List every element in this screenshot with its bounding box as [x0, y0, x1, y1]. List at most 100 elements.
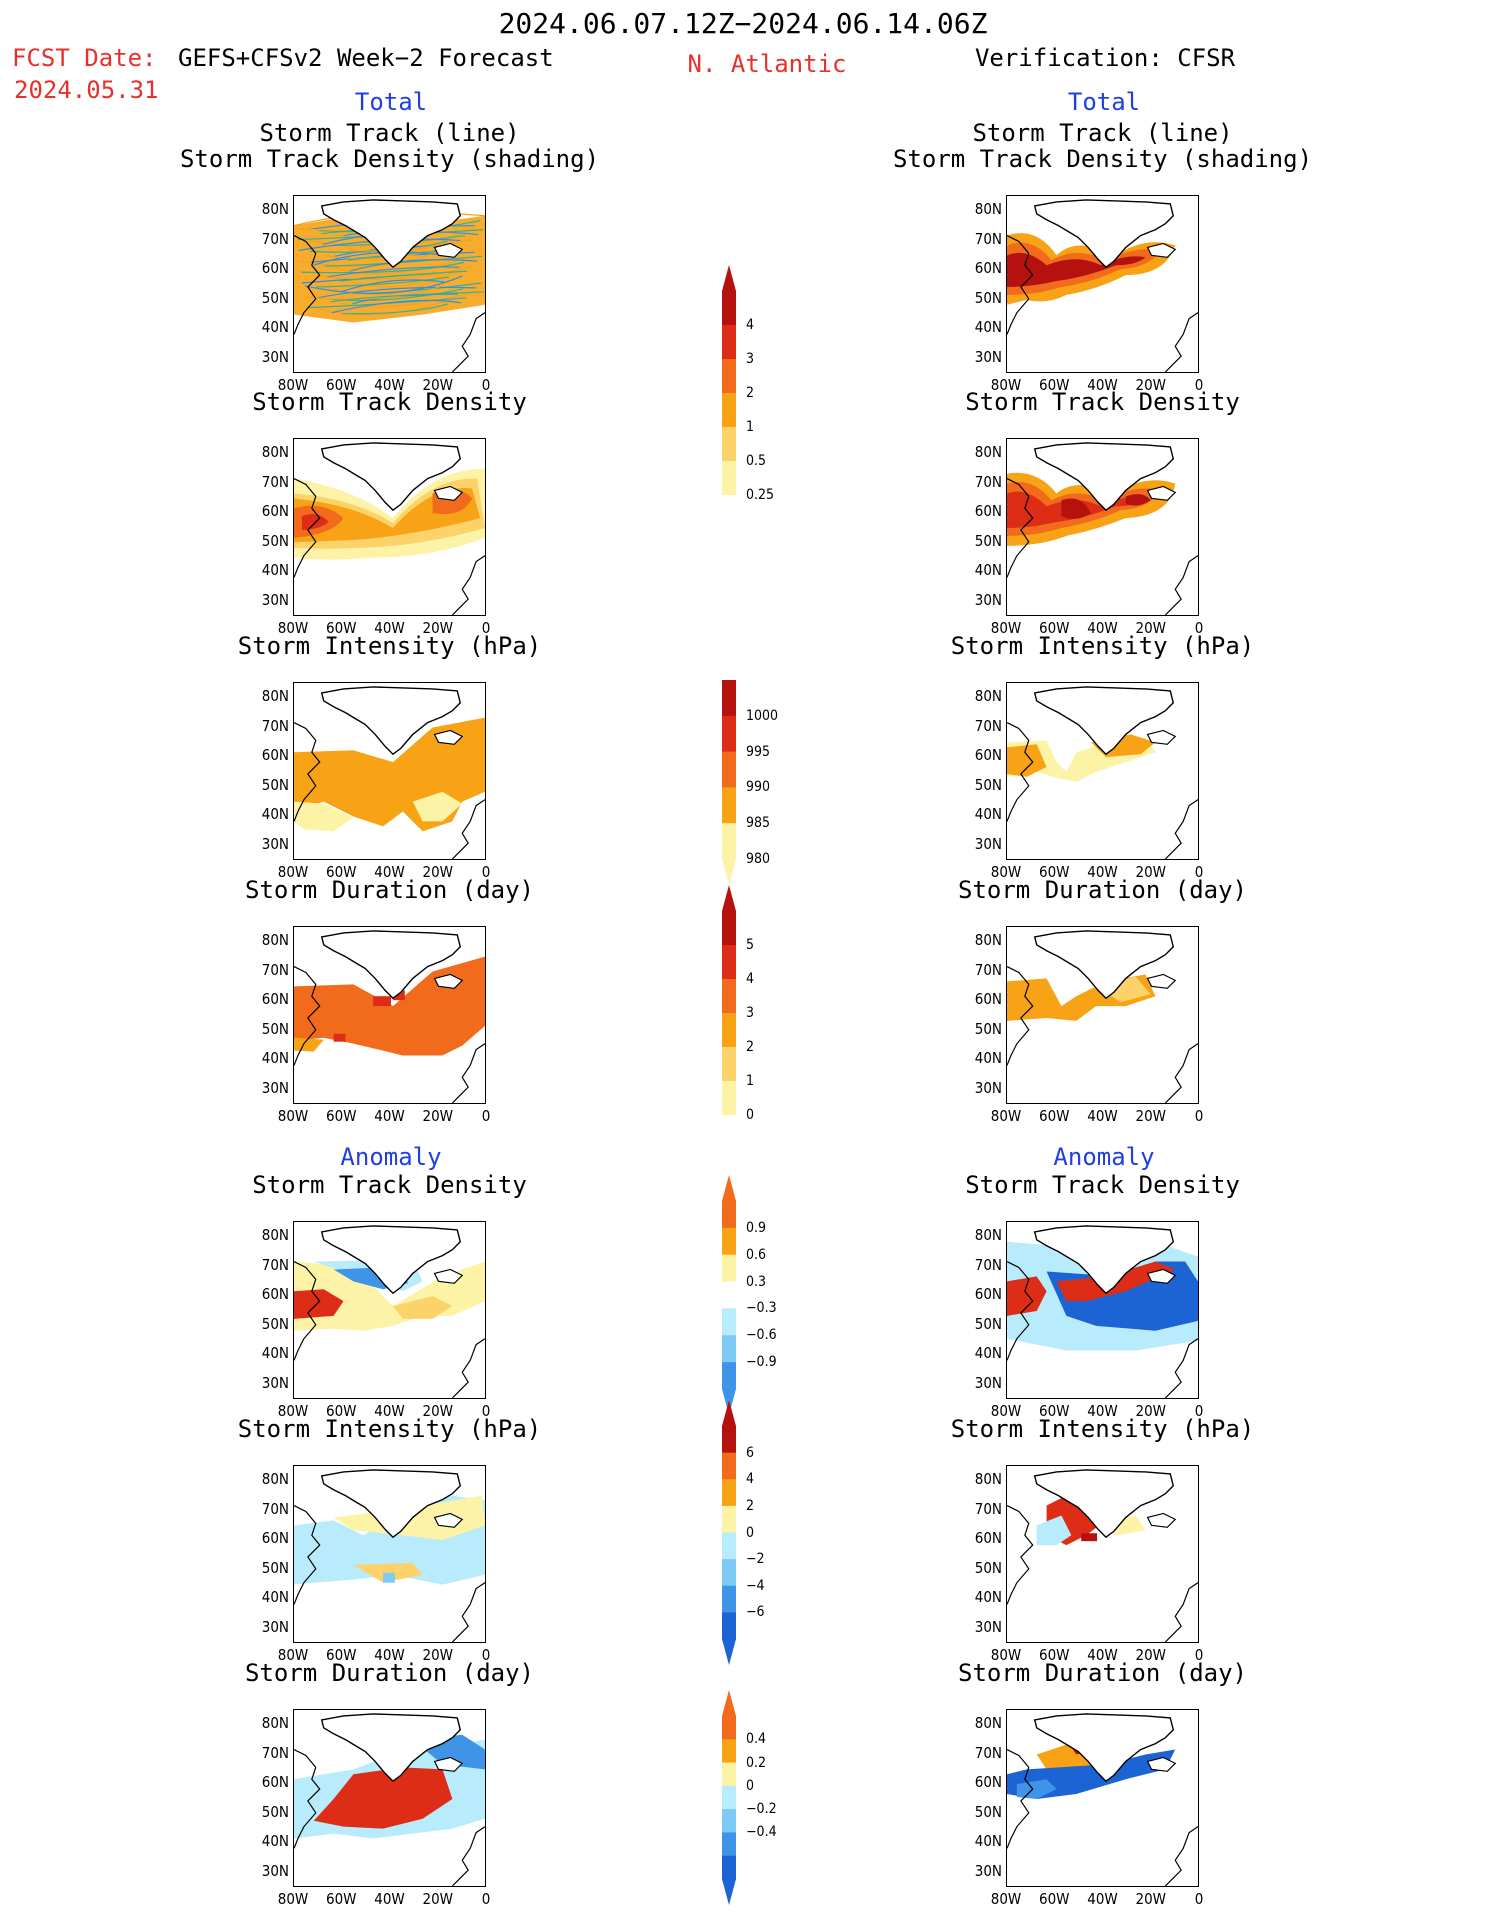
lon-tick-label: 0	[481, 1646, 491, 1664]
panel-title: Storm Track (line)	[259, 119, 520, 147]
lon-tick-label: 60W	[1038, 1107, 1070, 1125]
lat-tick-label: 60N	[974, 1285, 1002, 1303]
left-total-label: Total	[354, 88, 428, 116]
left-anomaly-label: Anomaly	[340, 1143, 442, 1171]
lon-tick-label: 20W	[422, 1646, 454, 1664]
lon-tick-label: 60W	[1038, 1890, 1070, 1908]
lat-tick-label: 60N	[974, 990, 1002, 1008]
lon-tick-label: 0	[1194, 1107, 1204, 1125]
lat-tick-label: 80N	[974, 1226, 1002, 1244]
lat-tick-label: 60N	[974, 502, 1002, 520]
map-graphic	[294, 1469, 485, 1642]
lon-tick-label: 0	[1194, 863, 1204, 881]
lon-tick-label: 20W	[1135, 1890, 1167, 1908]
lon-tick-label: 80W	[277, 1646, 309, 1664]
lat-tick-label: 50N	[261, 288, 289, 307]
lat-tick-label: 80N	[974, 687, 1002, 705]
map-panel	[293, 926, 486, 1104]
map-graphic	[1007, 199, 1198, 372]
map-panel	[1006, 682, 1199, 860]
lat-tick-label: 80N	[261, 931, 289, 949]
lon-tick-label: 40W	[374, 1890, 405, 1908]
map-panel	[1006, 1221, 1199, 1399]
lat-tick-label: 80N	[974, 200, 1002, 218]
panel-title: Storm Track Density	[252, 388, 527, 416]
map-graphic	[1007, 1469, 1198, 1642]
panel-title: Storm Track (line)	[972, 119, 1233, 147]
panel-title: Storm Intensity (hPa)	[237, 1415, 542, 1443]
lat-tick-label: 50N	[261, 1802, 289, 1821]
colorbar-label: 2	[746, 1497, 755, 1514]
lon-tick-label: 60W	[325, 619, 357, 637]
lon-tick-label: 20W	[422, 376, 454, 394]
lon-tick-label: 60W	[325, 863, 357, 881]
verification-label: Verification: CFSR	[974, 44, 1236, 72]
colorbar-label: 0.9	[746, 1219, 767, 1236]
lon-tick-label: 40W	[1087, 863, 1118, 881]
right-total-label: Total	[1067, 88, 1141, 116]
colorbar-label: 1	[746, 419, 755, 435]
lon-tick-label: 60W	[325, 1402, 357, 1420]
lat-tick-label: 50N	[974, 1019, 1002, 1038]
lon-tick-label: 60W	[1038, 1646, 1070, 1664]
lat-tick-label: 30N	[261, 1861, 289, 1880]
lat-tick-label: 40N	[974, 318, 1002, 336]
lon-tick-label: 0	[1194, 1890, 1204, 1908]
lon-tick-label: 80W	[277, 863, 309, 881]
colorbar-label: −2	[746, 1551, 765, 1568]
colorbar-label: 0.2	[746, 1754, 767, 1771]
lat-tick-label: 70N	[974, 229, 1002, 248]
lat-tick-label: 40N	[261, 1049, 289, 1067]
lon-tick-label: 20W	[1135, 619, 1167, 637]
panel-title: Storm Intensity (hPa)	[950, 632, 1255, 660]
lat-tick-label: 60N	[261, 502, 289, 520]
lon-tick-label: 20W	[422, 863, 454, 881]
colorbar-label: 0	[746, 1107, 755, 1123]
lat-tick-label: 40N	[974, 1049, 1002, 1067]
lon-tick-label: 80W	[990, 1890, 1022, 1908]
colorbar-label: 2	[746, 1039, 755, 1055]
lat-tick-label: 30N	[261, 590, 289, 609]
lat-tick-label: 80N	[261, 1714, 289, 1732]
colorbar-label: 3	[746, 1005, 755, 1021]
map-graphic	[294, 1713, 485, 1886]
lat-tick-label: 70N	[974, 472, 1002, 491]
lon-tick-label: 60W	[325, 1890, 357, 1908]
region-label: N. Atlantic	[687, 50, 847, 78]
colorbar-label: 5	[746, 937, 755, 953]
lon-tick-label: 80W	[277, 1107, 309, 1125]
colorbar-label: 0.4	[746, 1731, 767, 1748]
lon-tick-label: 40W	[1087, 1646, 1118, 1664]
colorbar-label: 995	[746, 743, 771, 760]
lat-tick-label: 70N	[261, 1255, 289, 1274]
panel-title: Storm Duration (day)	[245, 1659, 534, 1687]
lat-tick-label: 50N	[974, 1802, 1002, 1821]
lon-tick-label: 20W	[422, 1890, 454, 1908]
lat-tick-label: 40N	[974, 1832, 1002, 1850]
colorbar-label: 985	[746, 815, 771, 832]
lat-tick-label: 60N	[261, 746, 289, 764]
map-graphic	[294, 686, 485, 859]
lon-tick-label: 20W	[1135, 1402, 1167, 1420]
colorbar-label: 0	[746, 1777, 755, 1794]
lon-tick-label: 40W	[1087, 1107, 1118, 1125]
colorbar-label: 0.25	[746, 487, 775, 503]
lat-tick-label: 60N	[261, 1773, 289, 1791]
colorbar-label: 3	[746, 351, 755, 367]
lat-tick-label: 40N	[261, 318, 289, 336]
lat-tick-label: 50N	[261, 1019, 289, 1038]
lat-tick-label: 70N	[974, 960, 1002, 979]
lat-tick-label: 30N	[261, 1373, 289, 1392]
colorbar-label: 4	[746, 1471, 755, 1488]
colorbar-label: −0.2	[746, 1801, 777, 1818]
map-panel	[1006, 195, 1199, 373]
lat-tick-label: 40N	[974, 561, 1002, 579]
colorbar-label: 2	[746, 385, 755, 401]
map-graphic	[1007, 442, 1198, 615]
map-panel	[1006, 1465, 1199, 1643]
lat-tick-label: 30N	[261, 1078, 289, 1097]
panel-title: Storm Track Density (shading)	[892, 145, 1313, 173]
lat-tick-label: 70N	[974, 716, 1002, 735]
lon-tick-label: 0	[481, 1107, 491, 1125]
lat-tick-label: 80N	[261, 1226, 289, 1244]
